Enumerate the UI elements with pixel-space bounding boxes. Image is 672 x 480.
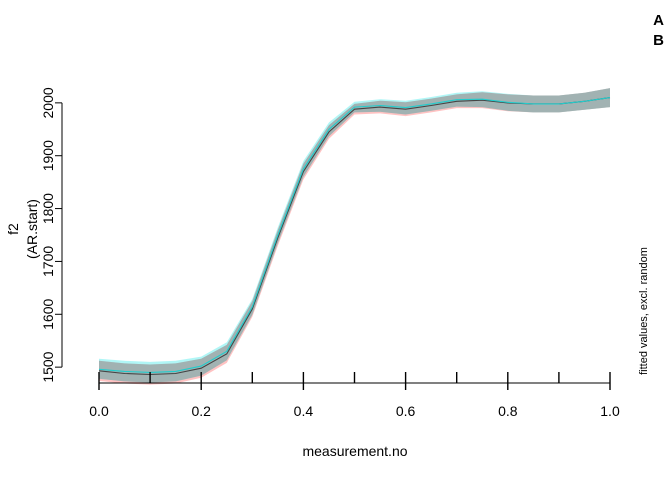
x-tick-label: 0.4 xyxy=(294,403,314,419)
series-lines xyxy=(98,97,611,376)
series-line-a xyxy=(98,97,611,376)
legend-label-b: B xyxy=(653,32,664,49)
y-tick-label: 1600 xyxy=(40,299,56,330)
y-tick-label: 1900 xyxy=(40,140,56,171)
x-tick-label: 0.0 xyxy=(89,403,109,419)
x-tick-label: 1.0 xyxy=(600,403,620,419)
band-overlap xyxy=(99,88,610,383)
x-axis-title: measurement.no xyxy=(302,443,407,459)
confidence-band-a xyxy=(99,88,610,385)
side-note: fitted values, excl. random xyxy=(638,247,650,375)
y-axis-title: f2 xyxy=(5,223,21,235)
legend-label-a: A xyxy=(653,12,664,29)
y-tick-label: 1800 xyxy=(40,193,56,224)
x-tick-label: 0.8 xyxy=(498,403,518,419)
x-tick-label: 0.6 xyxy=(396,403,416,419)
y-axis: 1500 1600 1700 1800 1900 2000 xyxy=(40,87,63,383)
confidence-bands xyxy=(99,88,610,385)
x-axis: 0.0 0.2 0.4 0.6 0.8 1.0 xyxy=(89,372,620,419)
confidence-band-b xyxy=(99,88,610,383)
x-tick-label: 0.2 xyxy=(191,403,211,419)
y-tick-label: 1500 xyxy=(40,351,56,382)
y-axis-subtitle: (AR.start) xyxy=(24,199,40,259)
legend: A B xyxy=(653,12,664,49)
y-tick-label: 2000 xyxy=(40,87,56,118)
y-tick-label: 1700 xyxy=(40,246,56,277)
series-line-b xyxy=(98,97,611,373)
